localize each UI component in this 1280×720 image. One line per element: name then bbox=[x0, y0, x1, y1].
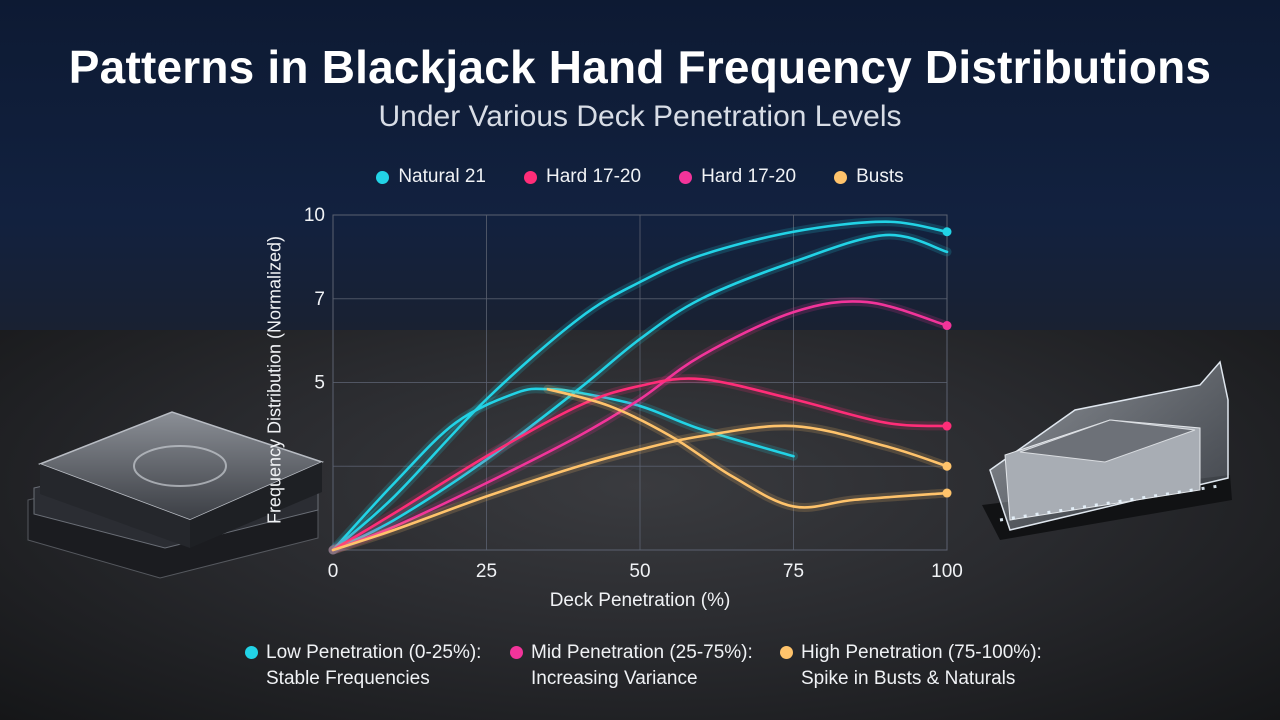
legend-dot bbox=[376, 170, 390, 184]
chart-legend: Natural 21 Hard 17-20 Hard 17-20 Busts bbox=[0, 166, 1280, 188]
page-subtitle: Under Various Deck Penetration Levels bbox=[378, 100, 902, 133]
series-line bbox=[331, 377, 949, 552]
annotation-low-penetration: Low Penetration (0-25%): Stable Frequenc… bbox=[245, 640, 481, 692]
legend-item-busts: Busts bbox=[834, 166, 904, 188]
series-end-point bbox=[942, 488, 952, 498]
x-tick-label: 0 bbox=[328, 561, 339, 582]
series-line bbox=[331, 220, 949, 552]
annotation-high-penetration: High Penetration (75-100%): Spike in Bus… bbox=[780, 640, 1042, 692]
annotation-dot bbox=[245, 646, 258, 659]
x-tick-label: 75 bbox=[783, 561, 804, 582]
legend-item-hard-17-20-a: Hard 17-20 bbox=[524, 166, 641, 188]
line-chart: 0 25 50 75 100 5 7 10 bbox=[304, 205, 963, 582]
legend-label: Natural 21 bbox=[398, 166, 486, 187]
y-axis-label: Frequency Distribution (Normalized) bbox=[264, 235, 285, 525]
series-line bbox=[331, 300, 949, 552]
legend-label: Hard 17-20 bbox=[701, 166, 797, 187]
annotation-detail: Increasing Variance bbox=[531, 668, 698, 689]
annotation-detail: Spike in Busts & Naturals bbox=[801, 668, 1016, 689]
annotation-title: High Penetration (75-100%): bbox=[801, 642, 1042, 663]
series-line bbox=[331, 424, 949, 552]
y-tick-label: 10 bbox=[304, 205, 325, 226]
legend-dot bbox=[834, 170, 848, 184]
annotation-detail: Stable Frequencies bbox=[266, 668, 430, 689]
annotation-mid-penetration: Mid Penetration (25-75%): Increasing Var… bbox=[510, 640, 753, 692]
card-shoe-illustration bbox=[982, 360, 1232, 540]
legend-dot bbox=[679, 170, 693, 184]
annotation-dot bbox=[510, 646, 523, 659]
annotation-title: Mid Penetration (25-75%): bbox=[531, 642, 753, 663]
legend-label: Busts bbox=[856, 166, 904, 187]
series-line bbox=[546, 387, 949, 509]
series-end-point bbox=[942, 227, 952, 237]
x-tick-label: 25 bbox=[476, 561, 497, 582]
series-end-point bbox=[942, 421, 952, 431]
x-axis-label: Deck Penetration (%) bbox=[549, 590, 731, 611]
legend-item-natural-21: Natural 21 bbox=[376, 166, 486, 188]
y-tick-label: 5 bbox=[314, 373, 325, 394]
legend-label: Hard 17-20 bbox=[546, 166, 642, 187]
legend-dot bbox=[524, 170, 537, 184]
series-end-point bbox=[942, 461, 952, 471]
x-tick-label: 50 bbox=[629, 561, 650, 582]
series-end-point bbox=[942, 321, 952, 331]
y-tick-label: 7 bbox=[314, 289, 325, 310]
series-line bbox=[331, 233, 949, 552]
page-title: Patterns in Blackjack Hand Frequency Dis… bbox=[68, 41, 1212, 93]
legend-item-hard-17-20-b: Hard 17-20 bbox=[679, 166, 796, 188]
card-deck-illustration bbox=[27, 411, 325, 579]
annotation-title: Low Penetration (0-25%): bbox=[266, 642, 482, 663]
x-tick-label: 100 bbox=[931, 561, 963, 582]
annotation-dot bbox=[780, 646, 793, 659]
